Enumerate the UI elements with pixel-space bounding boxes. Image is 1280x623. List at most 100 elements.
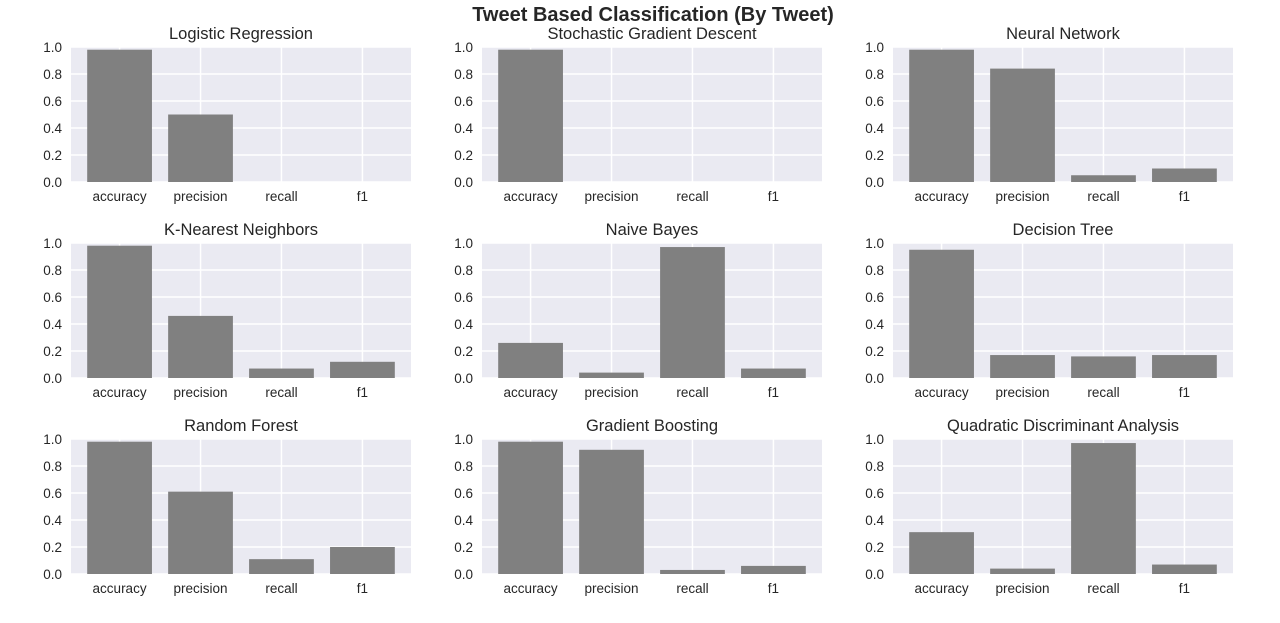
x-tick-label: precision: [996, 385, 1050, 400]
x-tick-label: recall: [265, 189, 297, 204]
y-tick-label: 0.4: [43, 317, 62, 332]
x-tick-label: f1: [357, 581, 368, 596]
bar-recall: [249, 559, 314, 574]
figure-title: Tweet Based Classification (By Tweet): [472, 4, 834, 26]
bar-precision: [168, 114, 233, 182]
y-tick-label: 0.4: [865, 121, 884, 136]
bar-precision: [168, 491, 233, 574]
y-tick-label: 0.6: [865, 94, 884, 109]
x-tick-label: accuracy: [915, 581, 969, 596]
y-tick-label: 0.0: [454, 567, 473, 582]
x-tick-label: precision: [996, 189, 1050, 204]
chart-random-forest: 0.0 0.2 0.4 0.6 0.8 1.0 accuracy precision recal…: [43, 417, 411, 596]
y-tick-label: 0.2: [43, 540, 62, 555]
y-tick-label: 0.2: [454, 344, 473, 359]
y-tick-label: 0.4: [454, 513, 473, 528]
bar-recall: [660, 247, 725, 378]
y-tick-label: 0.2: [865, 148, 884, 163]
y-tick-label: 1.0: [43, 432, 62, 447]
chart-title: Decision Tree: [1013, 221, 1114, 239]
bar-f1: [330, 361, 395, 378]
bar-f1: [1152, 168, 1217, 182]
chart-title: Naive Bayes: [606, 221, 699, 239]
x-tick-label: precision: [174, 189, 228, 204]
x-tick-label: accuracy: [93, 189, 147, 204]
x-tick-label: recall: [265, 385, 297, 400]
bar-precision: [990, 568, 1055, 574]
y-tick-label: 0.8: [454, 263, 473, 278]
x-tick-label: recall: [1087, 581, 1119, 596]
bar-accuracy: [909, 532, 974, 574]
chart-title: Random Forest: [184, 417, 298, 435]
x-tick-label: precision: [174, 385, 228, 400]
chart-decision-tree: 0.0 0.2 0.4 0.6 0.8 1.0 accuracy precision recal…: [865, 221, 1233, 400]
x-tick-label: precision: [996, 581, 1050, 596]
chart-stochastic-gradient-descent: 0.0 0.2 0.4 0.6 0.8 1.0 accuracy precision recal…: [454, 25, 822, 204]
y-tick-label: 0.6: [43, 94, 62, 109]
y-tick-label: 0.2: [43, 148, 62, 163]
bar-recall: [1071, 175, 1136, 182]
y-tick-label: 0.8: [454, 67, 473, 82]
chart-gradient-boosting: 0.0 0.2 0.4 0.6 0.8 1.0 accuracy precision recal…: [454, 417, 822, 596]
x-tick-label: f1: [357, 385, 368, 400]
x-tick-label: accuracy: [915, 189, 969, 204]
chart-quadratic-discriminant-analysis: 0.0 0.2 0.4 0.6 0.8 1.0 accuracy precision recal…: [865, 417, 1233, 596]
x-tick-label: f1: [1179, 581, 1190, 596]
bar-accuracy: [498, 441, 563, 574]
bar-f1: [1152, 564, 1217, 574]
bar-f1: [741, 565, 806, 574]
y-tick-label: 0.4: [865, 513, 884, 528]
y-tick-label: 1.0: [865, 236, 884, 251]
subplot-grid: 0.0 0.2 0.4 0.6 0.8 1.0 accuracy precision recal…: [43, 25, 1233, 596]
y-tick-label: 0.0: [454, 371, 473, 386]
x-tick-label: f1: [1179, 189, 1190, 204]
y-tick-label: 0.8: [865, 67, 884, 82]
x-tick-label: recall: [1087, 189, 1119, 204]
bar-precision: [990, 355, 1055, 378]
y-tick-label: 0.0: [865, 371, 884, 386]
chart-title: Neural Network: [1006, 25, 1120, 43]
y-tick-label: 0.4: [454, 121, 473, 136]
y-tick-label: 1.0: [454, 236, 473, 251]
x-tick-label: precision: [585, 385, 639, 400]
y-tick-label: 0.6: [454, 486, 473, 501]
bar-recall: [660, 569, 725, 574]
y-tick-label: 0.6: [865, 290, 884, 305]
y-tick-label: 0.2: [454, 540, 473, 555]
x-tick-label: accuracy: [504, 581, 558, 596]
y-tick-label: 0.0: [865, 175, 884, 190]
y-tick-label: 0.0: [43, 567, 62, 582]
bar-precision: [168, 315, 233, 378]
y-tick-label: 0.8: [43, 67, 62, 82]
y-tick-label: 0.8: [865, 459, 884, 474]
bar-accuracy: [498, 49, 563, 183]
x-tick-label: f1: [768, 581, 779, 596]
x-tick-label: f1: [357, 189, 368, 204]
y-tick-label: 0.2: [865, 540, 884, 555]
x-tick-label: accuracy: [504, 385, 558, 400]
y-tick-label: 0.2: [43, 344, 62, 359]
x-tick-label: precision: [585, 581, 639, 596]
bar-accuracy: [909, 49, 974, 183]
chart-title: Quadratic Discriminant Analysis: [947, 417, 1179, 435]
y-tick-label: 0.8: [43, 459, 62, 474]
bar-recall: [1071, 443, 1136, 574]
x-tick-label: recall: [676, 581, 708, 596]
y-tick-label: 0.0: [43, 371, 62, 386]
x-tick-label: f1: [768, 385, 779, 400]
x-tick-label: accuracy: [93, 385, 147, 400]
x-tick-label: f1: [1179, 385, 1190, 400]
x-tick-label: recall: [676, 385, 708, 400]
y-tick-label: 0.6: [454, 94, 473, 109]
bar-recall: [1071, 356, 1136, 378]
x-tick-label: accuracy: [915, 385, 969, 400]
x-tick-label: precision: [174, 581, 228, 596]
y-tick-label: 0.6: [454, 290, 473, 305]
y-tick-label: 0.0: [865, 567, 884, 582]
y-tick-label: 0.2: [865, 344, 884, 359]
chart-naive-bayes: 0.0 0.2 0.4 0.6 0.8 1.0 accuracy precision recal…: [454, 221, 822, 400]
bar-accuracy: [87, 49, 152, 183]
x-tick-label: f1: [768, 189, 779, 204]
y-tick-label: 0.4: [865, 317, 884, 332]
bar-accuracy: [498, 342, 563, 378]
